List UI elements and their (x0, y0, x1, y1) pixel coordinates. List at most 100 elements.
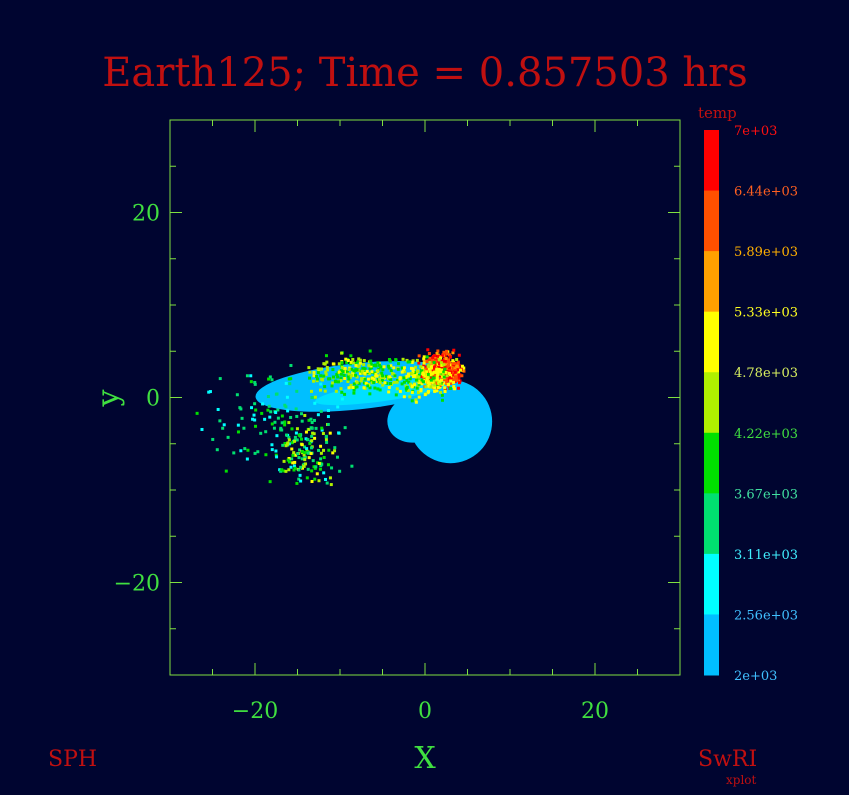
particle-point (226, 435, 230, 439)
particle-point (285, 433, 289, 437)
particle-point (315, 472, 319, 476)
particle-point (400, 370, 404, 374)
particle-point (369, 359, 373, 363)
particle-point (432, 361, 436, 365)
particle-point (449, 381, 453, 385)
colorbar-band (704, 614, 719, 676)
particle-point (324, 435, 328, 439)
particle-point (297, 468, 301, 472)
particle-point (310, 439, 314, 443)
particle-point (313, 395, 317, 399)
particle-point (440, 363, 444, 367)
particle-point (339, 372, 343, 376)
particle-point (306, 451, 310, 455)
particle-point (350, 367, 354, 371)
particle-point (443, 386, 447, 390)
particle-point (330, 466, 334, 470)
particle-point (311, 431, 315, 435)
particle-point (340, 397, 344, 401)
particle-point (457, 368, 461, 372)
particle-point (354, 364, 358, 368)
particle-point (268, 480, 272, 484)
particle-point (443, 359, 447, 363)
particle-point (410, 366, 414, 370)
particle-point (448, 355, 452, 359)
particle-point (350, 464, 354, 468)
colorbar-tick-label: 2e+03 (734, 669, 777, 684)
particle-point (431, 381, 435, 385)
particle-point (455, 364, 459, 368)
particle-point (440, 374, 444, 378)
particle-point (322, 448, 326, 452)
particle-point (352, 391, 356, 395)
particle-point (200, 427, 204, 431)
particle-point (452, 362, 456, 366)
particle-point (415, 386, 419, 390)
particle-point (451, 351, 455, 355)
particle-point (221, 426, 225, 430)
particle-point (335, 373, 339, 377)
particle-point (275, 434, 279, 438)
particle-point (280, 421, 284, 425)
particle-point (442, 361, 446, 365)
particle-point (429, 372, 433, 376)
particle-point (456, 386, 460, 390)
y-axis-label: y (91, 389, 126, 407)
particle-point (361, 371, 365, 375)
particle-point (343, 377, 347, 381)
particle-point (324, 477, 328, 481)
particle-point (400, 382, 404, 386)
particle-point (381, 374, 385, 378)
particle-point (330, 384, 334, 388)
particle-point (441, 370, 445, 374)
particle-point (442, 350, 446, 354)
particle-point (425, 367, 429, 371)
particle-point (413, 374, 417, 378)
particle-point (310, 469, 314, 473)
particle-point (395, 387, 399, 391)
particle-point (424, 385, 428, 389)
particle-point (211, 437, 215, 441)
particle-point (426, 364, 430, 368)
particle-point (341, 370, 345, 374)
particle-point (336, 405, 340, 409)
particle-point (347, 368, 351, 372)
particle-point (407, 380, 411, 384)
particle-point (319, 367, 323, 371)
particle-point (360, 369, 364, 373)
particle-point (270, 422, 274, 426)
particle-point (295, 438, 299, 442)
particle-point (245, 374, 249, 378)
particle-point (427, 367, 431, 371)
particle-point (284, 405, 288, 409)
particle-point (319, 457, 323, 461)
particle-point (456, 361, 460, 365)
particle-point (328, 377, 332, 381)
particle-point (460, 364, 464, 368)
particle-point (355, 380, 359, 384)
particle-point (433, 370, 437, 374)
particle-point (283, 423, 287, 427)
particle-point (274, 449, 278, 453)
particle-point (356, 360, 360, 364)
particle-point (259, 431, 263, 435)
particle-point (401, 357, 405, 361)
particle-point (309, 389, 313, 393)
particle-point (393, 374, 397, 378)
particle-point (310, 434, 314, 438)
particle-point (315, 379, 319, 383)
particle-point (300, 437, 304, 441)
particle-point (358, 371, 362, 375)
particle-point (340, 351, 344, 355)
particle-point (443, 389, 447, 393)
y-tick-label: 20 (132, 202, 160, 227)
particle-point (354, 361, 358, 365)
particle-point (422, 361, 426, 365)
particle-point (308, 376, 312, 380)
colorbar-band (704, 130, 719, 192)
particle-point (308, 442, 312, 446)
colorbar-tick-label: 5.89e+03 (734, 245, 798, 260)
particle-point (374, 372, 378, 376)
particle-point (240, 416, 244, 420)
tidal-arm-inner (315, 378, 450, 406)
